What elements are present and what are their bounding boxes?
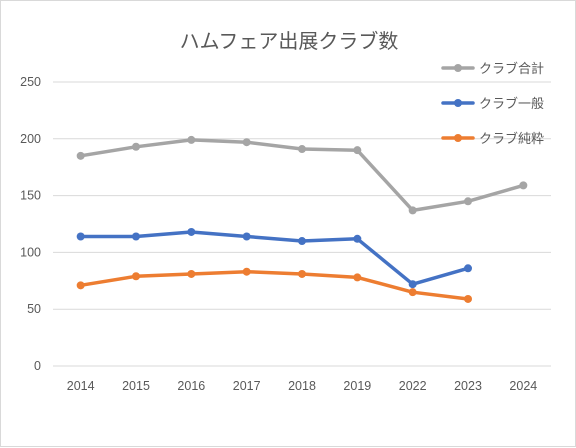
series-3-point: [408, 288, 417, 297]
gridlines: [53, 81, 551, 367]
series-3-point: [298, 269, 306, 278]
x-tick-label: 2019: [343, 379, 371, 393]
y-tick-label: 250: [20, 75, 41, 89]
y-axis: 0 50 100 150 200 250: [20, 75, 41, 373]
chart-title: ハムフェア出展クラブ数: [180, 29, 399, 53]
series-1-point: [76, 151, 85, 160]
y-tick-label: 0: [34, 359, 41, 373]
legend-item-3: クラブ純粋: [441, 131, 544, 147]
y-tick-label: 150: [20, 189, 41, 203]
series-1-point: [408, 206, 417, 215]
series-1-point: [464, 197, 472, 206]
series-3: [76, 267, 472, 303]
legend-label: クラブ純粋: [479, 131, 544, 147]
legend-swatch-marker: [454, 64, 462, 72]
y-tick-label: 50: [27, 302, 41, 316]
series-2-point: [132, 232, 140, 241]
series-3-point: [464, 294, 472, 303]
legend-label: クラブ一般: [479, 96, 544, 112]
series-2-line: [78, 230, 470, 286]
series-3-line: [78, 269, 470, 301]
series-1-point: [519, 181, 528, 190]
y-tick-label: 100: [20, 245, 41, 259]
series-3-point: [187, 269, 196, 278]
series-2-point: [353, 234, 362, 243]
series-2-point: [408, 280, 417, 289]
series-3-point: [76, 281, 85, 290]
series-1-point: [132, 142, 140, 151]
series-2-point: [76, 232, 85, 241]
legend-swatch-marker: [454, 99, 462, 107]
series-3-point: [132, 272, 140, 281]
series-3-point: [353, 273, 362, 282]
series-layer: [76, 135, 528, 303]
series-2-point: [298, 237, 306, 246]
x-tick-label: 2023: [454, 379, 482, 393]
x-tick-label: 2022: [399, 379, 427, 393]
x-tick-label: 2024: [509, 379, 537, 393]
legend-item-1: クラブ合計: [441, 61, 544, 77]
y-tick-label: 200: [20, 132, 41, 146]
legend-label: クラブ合計: [479, 61, 544, 77]
legend-swatch-marker: [454, 134, 462, 142]
series-2: [76, 227, 472, 289]
series-1-point: [353, 146, 362, 155]
x-tick-label: 2015: [122, 379, 150, 393]
x-tick-label: 2016: [177, 379, 205, 393]
series-1-point: [242, 138, 251, 147]
x-axis: 2014 2015 2016 2017 2018 2019 2022 2023 2024: [67, 379, 538, 393]
legend-item-2: クラブ一般: [441, 96, 544, 112]
x-tick-label: 2017: [233, 379, 261, 393]
series-1: [76, 135, 528, 215]
series-1-point: [298, 145, 306, 154]
series-2-point: [242, 232, 251, 241]
series-2-point: [187, 227, 196, 236]
series-2-point: [464, 264, 472, 273]
series-3-point: [242, 267, 251, 276]
x-tick-label: 2014: [67, 379, 95, 393]
x-tick-label: 2018: [288, 379, 316, 393]
series-1-point: [187, 135, 196, 144]
